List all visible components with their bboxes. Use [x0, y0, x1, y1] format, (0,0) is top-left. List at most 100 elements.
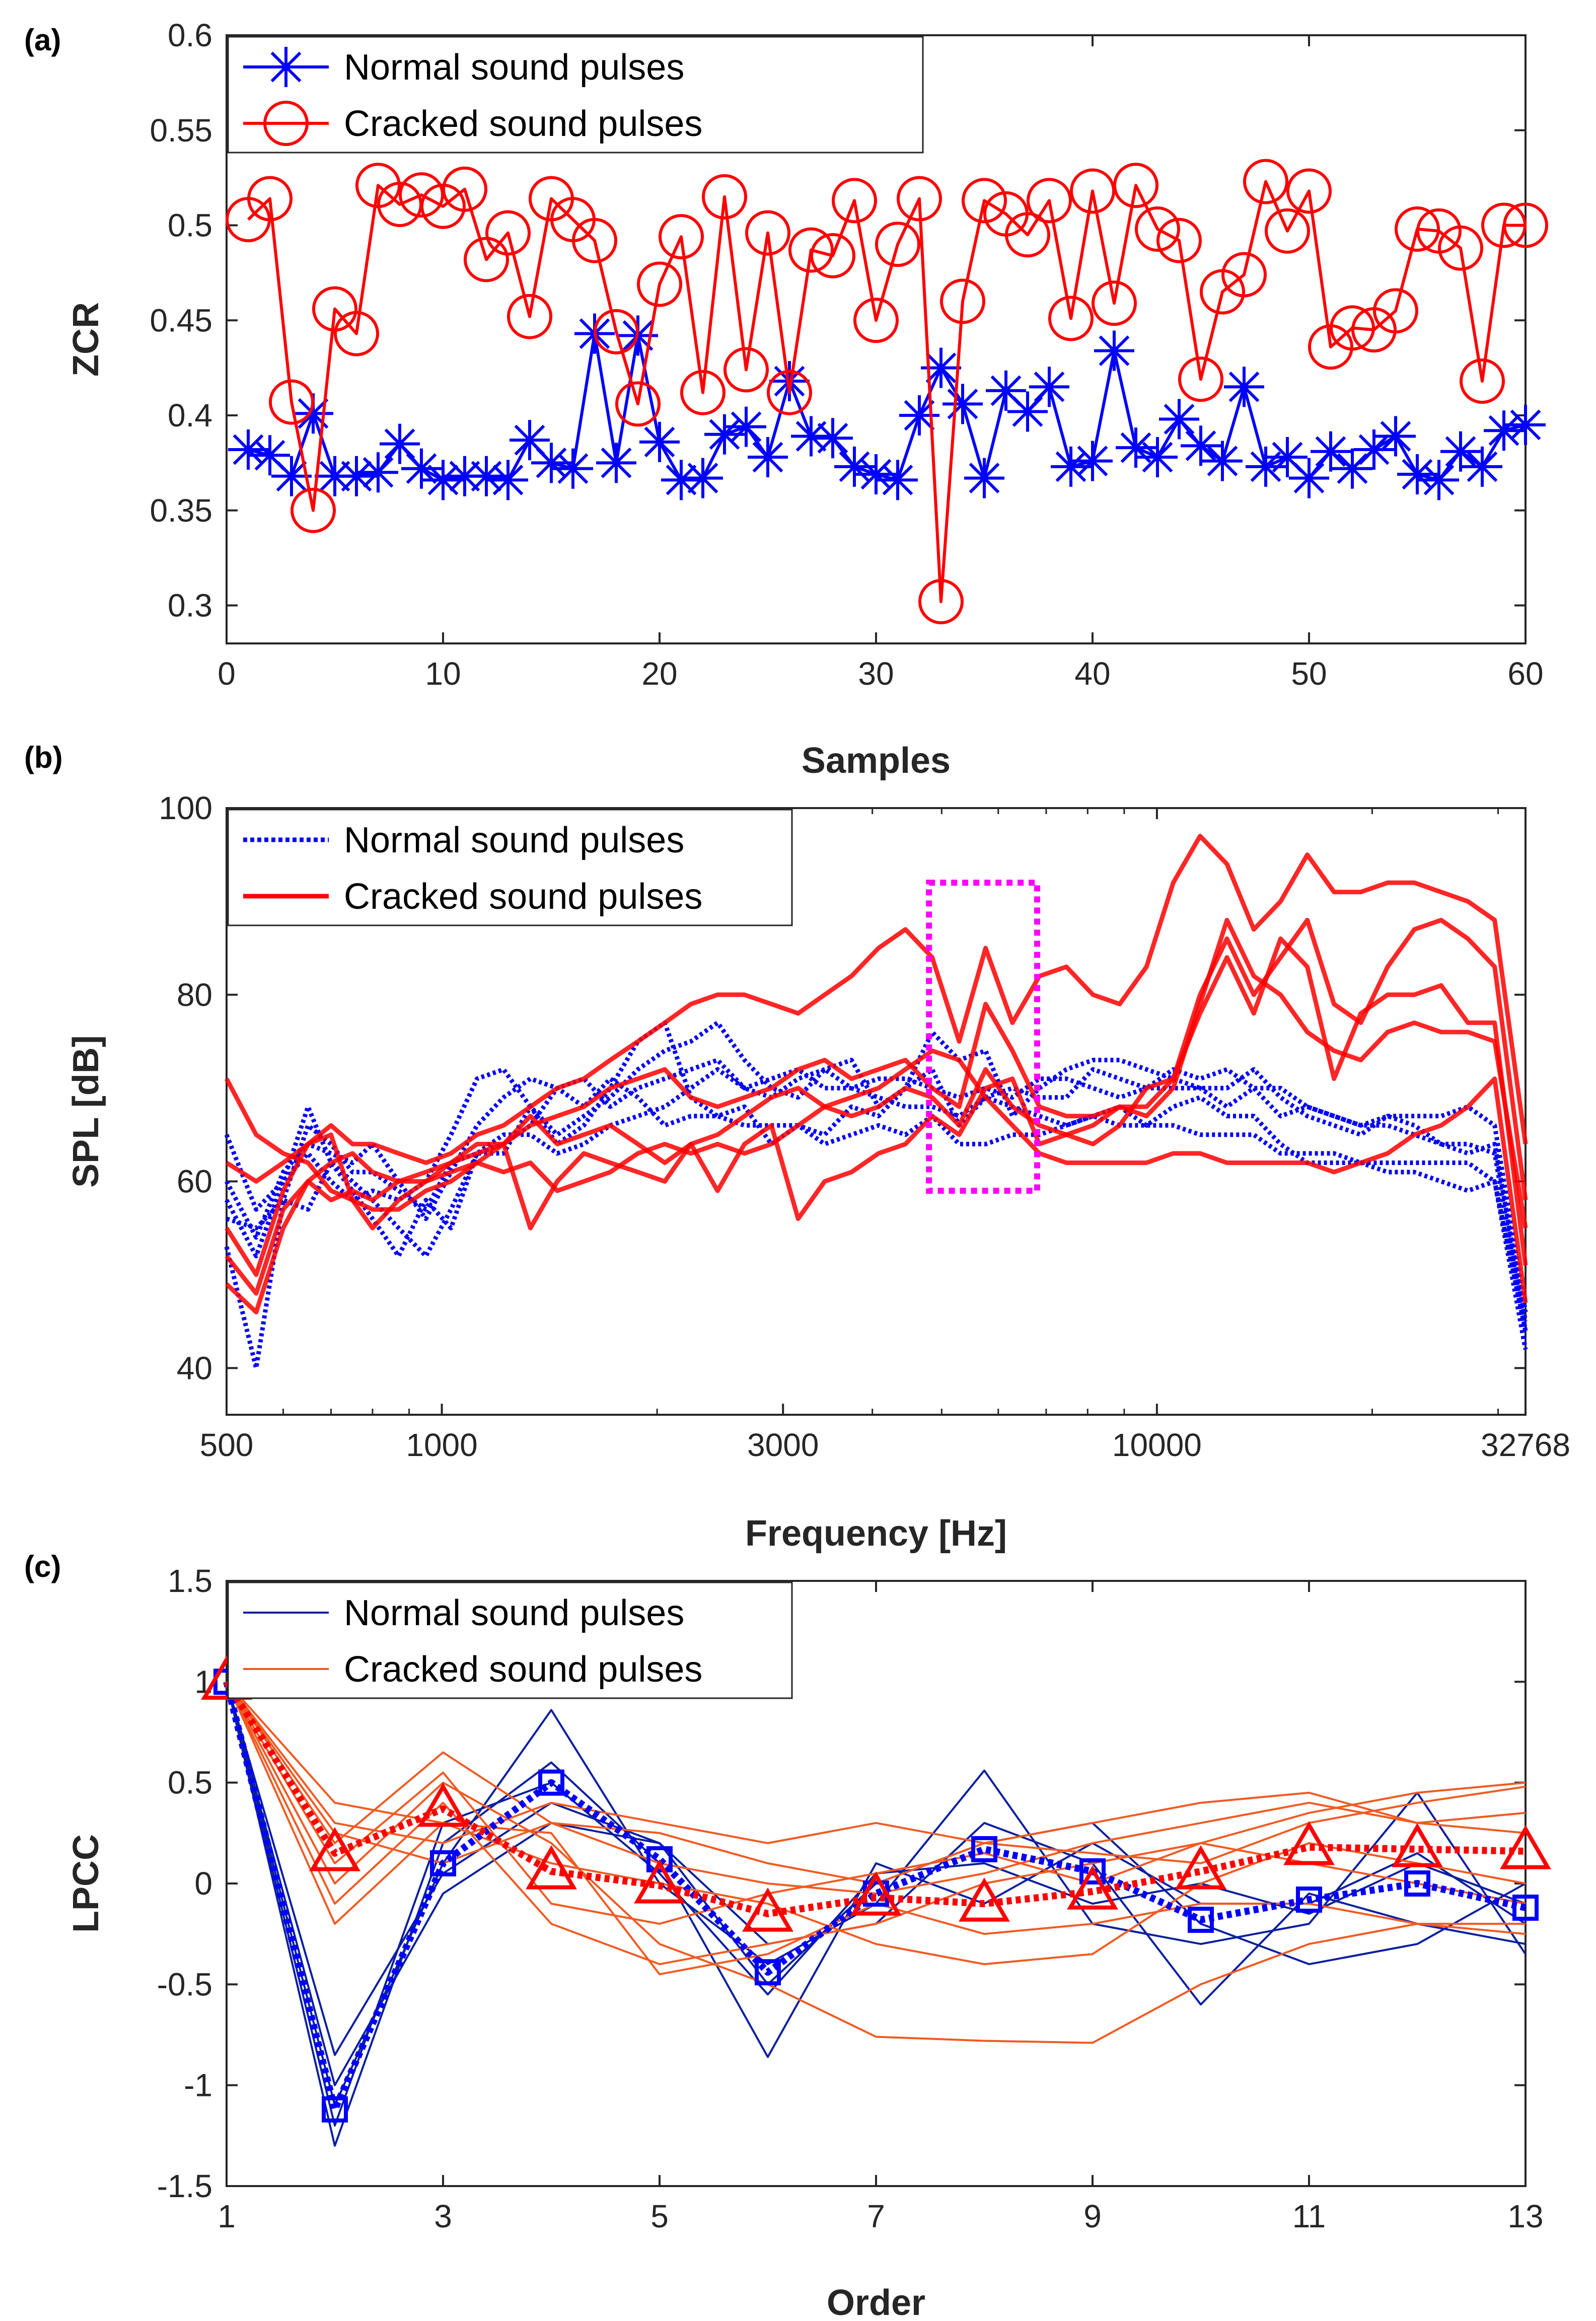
data-point [1484, 410, 1524, 451]
data-point [291, 487, 336, 533]
data-point [1007, 391, 1048, 432]
data-point [897, 176, 942, 222]
mean-line [224, 1680, 1526, 1918]
y-tick-label: 0.4 [168, 397, 212, 433]
data-point [247, 176, 293, 222]
series-line [247, 180, 1526, 603]
data-point [878, 460, 918, 500]
data-point [380, 423, 420, 464]
data-point [639, 421, 680, 462]
data-point [358, 452, 398, 493]
data-point [401, 448, 442, 489]
mean-point [1392, 1823, 1443, 1867]
series-line-3 [224, 1076, 1528, 1370]
data-point [553, 448, 593, 489]
mean-point [1500, 1825, 1551, 1869]
mean-point [971, 1836, 997, 1862]
y-tick-label: 60 [177, 1164, 212, 1200]
data-point [704, 414, 745, 455]
x-tick-label: 30 [858, 656, 894, 692]
data-point [1505, 404, 1546, 445]
data-point [269, 379, 314, 425]
data-point [1221, 252, 1267, 298]
data-point [1440, 431, 1481, 472]
data-point [1375, 416, 1416, 457]
data-point [702, 174, 747, 220]
x-tick-label: 3 [434, 2198, 452, 2234]
data-point [336, 456, 377, 496]
x-tick-label: 500 [200, 1427, 254, 1463]
x-axis-label: Samples [802, 741, 951, 781]
thin-line-10 [226, 1681, 1526, 1966]
y-tick-label: 0 [194, 1865, 212, 1902]
data-point [1481, 202, 1527, 248]
legend-box [227, 36, 924, 154]
data-point [1397, 454, 1437, 495]
mean-point [430, 1850, 456, 1876]
series-line-1 [224, 1020, 1528, 1313]
y-tick-label: 0.35 [150, 492, 212, 529]
legend-box [227, 809, 793, 926]
data-point [1289, 458, 1329, 498]
series-line-6 [225, 1048, 1528, 1303]
data-point [921, 347, 961, 388]
x-tick-label: 1 [217, 2198, 236, 2234]
y-axis-label: SPL [dB] [66, 1035, 106, 1188]
data-point [572, 217, 617, 263]
data-point [334, 311, 379, 356]
data-point [875, 222, 920, 267]
x-tick-label: 50 [1291, 656, 1327, 692]
data-point [1332, 448, 1372, 489]
y-axis-label: ZCR [66, 302, 106, 377]
highlight-box [926, 880, 1040, 1194]
y-tick-label: 1.5 [168, 1563, 212, 1599]
data-point [856, 454, 896, 495]
data-point [853, 298, 899, 343]
data-point [1462, 446, 1502, 487]
data-point [637, 261, 682, 307]
series-line-10 [225, 834, 1528, 1184]
data-point [1027, 178, 1072, 224]
data-point [271, 456, 312, 496]
data-point [1330, 305, 1375, 351]
mean-point [1079, 1858, 1106, 1884]
legend-label-1: Normal sound pulses [344, 1593, 684, 1633]
x-tick-label: 7 [867, 2198, 885, 2234]
mean-line [223, 1681, 1527, 2113]
mean-point [634, 1859, 685, 1904]
data-point [962, 178, 1007, 224]
legend: Normal sound pulses Cracked sound pulses [227, 36, 924, 154]
data-point [769, 361, 810, 402]
thin-line-11 [226, 1681, 1526, 1844]
data-point [399, 172, 444, 218]
data-point [1113, 163, 1158, 208]
data-point [1048, 296, 1094, 341]
y-tick-label: 0.5 [168, 207, 212, 244]
data-point [1354, 429, 1394, 470]
data-point [1419, 460, 1459, 500]
data-point [1286, 168, 1332, 214]
y-tick-label: 0.45 [150, 302, 212, 338]
x-axis-label: Order [827, 2283, 925, 2321]
data-point [442, 166, 487, 212]
legend-marker-2 [263, 101, 309, 146]
x-tick-label: 60 [1507, 656, 1543, 692]
data-point [250, 435, 290, 476]
data-point [315, 456, 355, 496]
y-tick-label: 40 [177, 1350, 212, 1386]
data-point [1265, 208, 1310, 254]
y-tick-label: 0.3 [168, 588, 212, 624]
y-tick-label: 0.55 [150, 112, 212, 149]
mean-point [1283, 1821, 1335, 1865]
panel-label: (a) [24, 23, 61, 57]
mean-point [1188, 1907, 1214, 1933]
data-point [1092, 280, 1137, 326]
data-point [1156, 217, 1202, 263]
mean-point [309, 1827, 360, 1871]
mean-point [1404, 1870, 1430, 1897]
data-point [1116, 427, 1156, 468]
mean-point [1067, 1865, 1118, 1910]
data-point [1072, 441, 1113, 481]
